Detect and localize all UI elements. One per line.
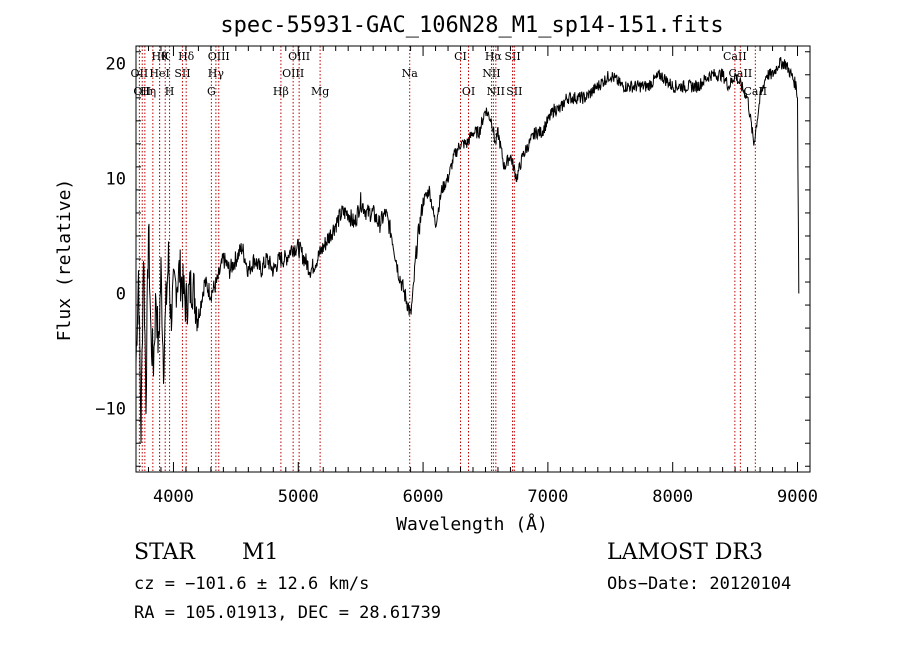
- x-tick-label: 9000: [777, 487, 818, 507]
- survey-name: LAMOST DR3: [607, 540, 763, 565]
- line-label-14: OIII: [282, 67, 304, 80]
- spectrum-line: [135, 57, 800, 443]
- line-label-25: CaII: [723, 50, 747, 63]
- line-label-5: HeI: [149, 67, 169, 80]
- x-tick-label: 7000: [527, 487, 568, 507]
- x-tick-label: 8000: [652, 487, 693, 507]
- line-label-6: K: [161, 50, 170, 63]
- y-tick-label: 20: [106, 54, 126, 74]
- line-label-2: H: [140, 85, 150, 98]
- line-label-12: OIII: [208, 50, 230, 63]
- x-tick-label: 6000: [403, 487, 444, 507]
- y-tick-label: 10: [106, 169, 126, 189]
- line-label-20: NII: [482, 67, 500, 80]
- line-label-17: Na: [402, 67, 419, 80]
- spectrum-trace: [135, 57, 800, 443]
- line-label-7: H: [165, 85, 175, 98]
- line-label-9: Hδ: [178, 50, 195, 63]
- x-axis-label: Wavelength (Å): [396, 513, 548, 535]
- line-label-19: OI: [462, 85, 475, 98]
- line-label-0: OII: [131, 67, 149, 80]
- line-label-23: SII: [504, 50, 520, 63]
- y-tick-label: 0: [116, 285, 126, 305]
- coordinates: RA = 105.01913, DEC = 28.61739: [134, 603, 442, 623]
- line-label-16: Mg: [311, 85, 329, 98]
- observation-date: Obs−Date: 20120104: [607, 574, 792, 594]
- line-label-18: CI: [454, 50, 467, 63]
- line-label-8: SII: [174, 67, 190, 80]
- y-tick-label: −10: [95, 400, 126, 420]
- x-tick-label: 5000: [278, 487, 319, 507]
- object-class: STAR: [134, 540, 195, 565]
- chart-title: spec-55931-GAC_106N28_M1_sp14-151.fits: [220, 13, 723, 38]
- line-label-1: OII: [133, 85, 151, 98]
- line-label-10: G: [207, 85, 216, 98]
- redshift-velocity: cz = −101.6 ± 12.6 km/s: [134, 574, 370, 594]
- y-axis-label: Flux (relative): [54, 179, 75, 342]
- line-label-24: SII: [506, 85, 522, 98]
- line-label-3: η: [150, 85, 157, 98]
- object-subclass: M1: [242, 540, 279, 565]
- line-label-27: CaII: [743, 85, 767, 98]
- line-label-15: OIII: [288, 50, 310, 63]
- line-label-13: Hβ: [273, 85, 289, 98]
- line-label-22: NII: [487, 85, 505, 98]
- spectrum-plot: spec-55931-GAC_106N28_M1_sp14-151.fits O…: [54, 13, 818, 535]
- axes: 4000 5000 6000 7000 8000 9000 −10 0 10 20: [95, 46, 818, 507]
- x-tick-label: 4000: [153, 487, 194, 507]
- line-label-11: Hγ: [208, 67, 225, 80]
- line-label-21: Hα: [485, 50, 503, 63]
